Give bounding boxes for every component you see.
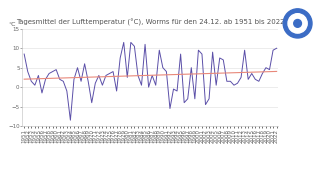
Text: °C: °C: [8, 22, 16, 27]
Circle shape: [283, 9, 312, 38]
Circle shape: [288, 14, 307, 33]
Circle shape: [294, 19, 301, 27]
Title: Tagesmittel der Lufttemperatur (°C), Worms für den 24.12. ab 1951 bis 2022: Tagesmittel der Lufttemperatur (°C), Wor…: [16, 19, 285, 26]
